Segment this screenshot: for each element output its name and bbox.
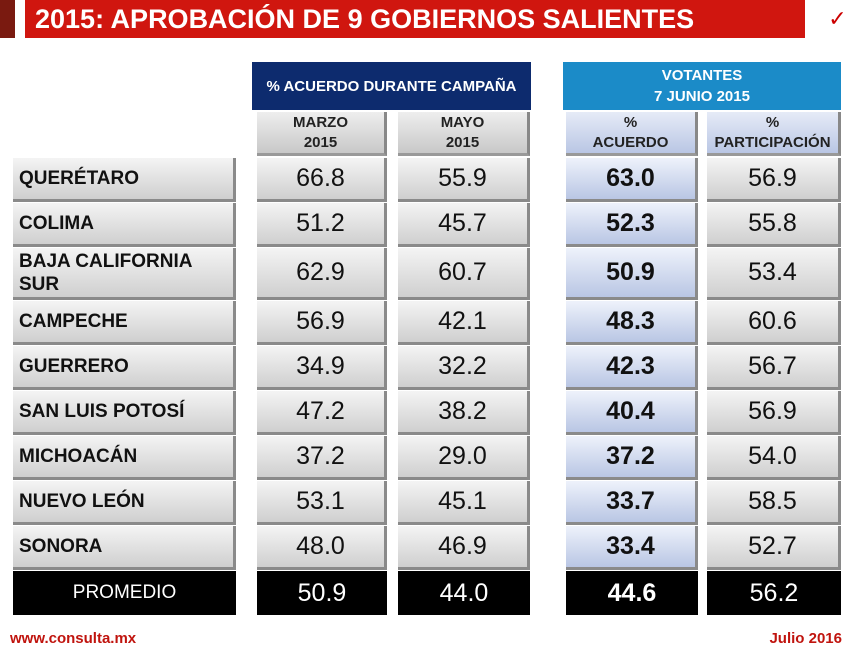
table-cell: 52.3 (566, 203, 698, 247)
footer-date: Julio 2016 (769, 630, 842, 647)
table-cell: 32.2 (398, 346, 530, 390)
table-cell: 56.9 (257, 301, 387, 345)
table-cell: 33.4 (566, 526, 698, 570)
table-cell: 56.7 (707, 346, 841, 390)
column-header: % ACUERDO (566, 112, 698, 156)
table-cell: 51.2 (257, 203, 387, 247)
header-votantes-line1: VOTANTES (661, 67, 743, 84)
average-cell: 50.9 (257, 571, 387, 615)
table-cell: 63.0 (566, 158, 698, 202)
column-header: MAYO 2015 (398, 112, 530, 156)
consulta-logo-icon: ✓ (828, 6, 847, 31)
table-cell: 66.8 (257, 158, 387, 202)
table-cell: 42.3 (566, 346, 698, 390)
average-cell: 44.6 (566, 571, 698, 615)
table-cell: 56.9 (707, 158, 841, 202)
table-cell: 50.9 (566, 248, 698, 300)
column-header: MARZO 2015 (257, 112, 387, 156)
table-cell: 48.3 (566, 301, 698, 345)
header-campaign: % ACUERDO DURANTE CAMPAÑA (252, 62, 531, 110)
table-cell: 37.2 (257, 436, 387, 480)
column-header-line: PARTICIPACIÓN (714, 133, 831, 151)
table-cell: 38.2 (398, 391, 530, 435)
table-cell: 58.5 (707, 481, 841, 525)
row-name: BAJA CALIFORNIA SUR (13, 248, 236, 300)
table-cell: 48.0 (257, 526, 387, 570)
average-cell: 56.2 (707, 571, 841, 615)
column-header: % PARTICIPACIÓN (707, 112, 841, 156)
row-name: QUERÉTARO (13, 158, 236, 202)
table-cell: 55.9 (398, 158, 530, 202)
table-cell: 45.1 (398, 481, 530, 525)
column-header-line: 2015 (445, 133, 480, 151)
table-cell: 60.6 (707, 301, 841, 345)
column-header-line: % (623, 113, 638, 131)
row-name: MICHOACÁN (13, 436, 236, 480)
header-votantes: VOTANTES 7 JUNIO 2015 (563, 62, 841, 110)
table-cell: 62.9 (257, 248, 387, 300)
page-title: 2015: APROBACIÓN DE 9 GOBIERNOS SALIENTE… (25, 0, 805, 38)
column-header-line: 2015 (303, 133, 338, 151)
table-cell: 56.9 (707, 391, 841, 435)
table-cell: 34.9 (257, 346, 387, 390)
row-name: SONORA (13, 526, 236, 570)
column-header-line: ACUERDO (592, 133, 669, 151)
average-label: PROMEDIO (13, 571, 236, 615)
table-cell: 47.2 (257, 391, 387, 435)
row-name: NUEVO LEÓN (13, 481, 236, 525)
table-cell: 53.4 (707, 248, 841, 300)
column-header-line: MARZO (293, 113, 348, 131)
row-name: SAN LUIS POTOSÍ (13, 391, 236, 435)
table-cell: 37.2 (566, 436, 698, 480)
table-cell: 42.1 (398, 301, 530, 345)
table-cell: 40.4 (566, 391, 698, 435)
header-votantes-line2: 7 JUNIO 2015 (654, 88, 750, 105)
table-cell: 46.9 (398, 526, 530, 570)
table-cell: 29.0 (398, 436, 530, 480)
table-cell: 53.1 (257, 481, 387, 525)
table-cell: 55.8 (707, 203, 841, 247)
title-accent-strip (0, 0, 15, 38)
row-name: COLIMA (13, 203, 236, 247)
table-cell: 60.7 (398, 248, 530, 300)
table-cell: 45.7 (398, 203, 530, 247)
average-cell: 44.0 (398, 571, 530, 615)
column-header-line: % (765, 113, 780, 131)
table-cell: 33.7 (566, 481, 698, 525)
row-name: GUERRERO (13, 346, 236, 390)
column-header-line: MAYO (440, 113, 485, 131)
row-name: CAMPECHE (13, 301, 236, 345)
table-cell: 54.0 (707, 436, 841, 480)
footer-url: www.consulta.mx (10, 630, 137, 647)
table-cell: 52.7 (707, 526, 841, 570)
